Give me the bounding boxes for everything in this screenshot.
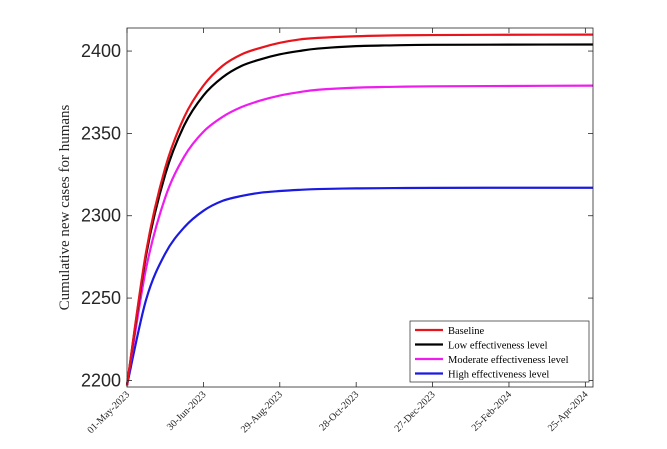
series-line-baseline <box>125 33 594 386</box>
y-tick-label: 2350 <box>81 123 121 143</box>
x-tick-label: 25-Apr-2024 <box>546 389 591 434</box>
legend: Baseline Low effectiveness level Moderate … <box>409 320 590 383</box>
series-line-high-effectiveness-level <box>125 186 594 386</box>
legend-label: Moderate effectiveness level <box>448 355 569 366</box>
x-tick-label: 29-Aug-2023 <box>239 389 285 435</box>
x-tick-label: 25-Feb-2024 <box>470 389 514 433</box>
x-tick-label: 27-Dec-2023 <box>393 389 438 434</box>
axes-box <box>126 27 594 388</box>
x-tick-label: 30-Jun-2023 <box>165 389 209 433</box>
legend-label: High effectiveness level <box>448 369 549 380</box>
y-tick-label: 2300 <box>81 206 121 226</box>
series-layer <box>125 33 594 386</box>
x-tick-label: 28-Oct-2023 <box>317 389 361 433</box>
series-line-moderate-effectiveness-level <box>125 84 594 386</box>
legend-items: Baseline Low effectiveness level Moderate … <box>415 326 569 380</box>
y-axis-label: Cumulative new cases for humans <box>57 104 73 310</box>
y-tick-label: 2250 <box>81 288 121 308</box>
legend-label: Baseline <box>448 326 484 337</box>
series-line-low-effectiveness-level <box>125 43 594 386</box>
legend-label: Low effectiveness level <box>448 340 548 351</box>
x-tick-label: 01-May-2023 <box>85 389 132 436</box>
y-axis: 2200 2250 2300 2350 2400 <box>81 41 593 390</box>
y-tick-label: 2200 <box>81 370 121 390</box>
legend-box <box>409 320 590 383</box>
y-tick-label: 2400 <box>81 41 121 61</box>
